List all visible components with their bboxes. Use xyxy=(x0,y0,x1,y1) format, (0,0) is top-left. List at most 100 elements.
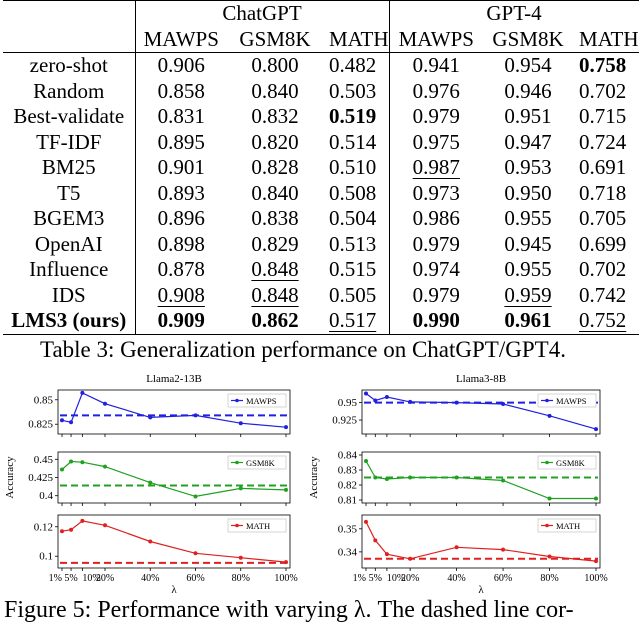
data-point xyxy=(594,496,598,501)
data-point xyxy=(373,398,378,403)
y-axis-label: Accuracy xyxy=(308,456,320,499)
value-text: 0.691 xyxy=(579,155,627,179)
value-text: 0.878 xyxy=(157,257,205,281)
col-header: MAWPS xyxy=(388,26,484,53)
value-text: 0.858 xyxy=(157,78,205,103)
table-corner-cell xyxy=(3,27,135,53)
value-text: 0.482 xyxy=(329,53,377,77)
data-point xyxy=(384,477,389,481)
value-text: 0.820 xyxy=(251,129,299,154)
value-text: 0.699 xyxy=(579,231,627,256)
value-text: 0.848 xyxy=(251,257,299,281)
value-cell: 0.820 xyxy=(227,130,323,156)
value-cell: 0.979 xyxy=(388,104,484,130)
value-cell: 0.893 xyxy=(134,180,227,206)
value-cell: 0.829 xyxy=(227,232,323,258)
value-text: 0.840 xyxy=(251,180,299,205)
table-row: Influence 0.878 0.848 0.515 0.974 0.955 0.702 xyxy=(3,257,639,283)
x-tick-label: 40% xyxy=(447,573,465,584)
value-text: 0.718 xyxy=(579,180,627,205)
value-text: 0.848 xyxy=(251,282,299,307)
method-cell: zero-shot xyxy=(3,52,135,79)
x-tick-label: 5% xyxy=(369,573,382,584)
value-cell: 0.946 xyxy=(483,79,573,105)
value-cell: 0.941 xyxy=(388,52,484,79)
plot-title: Llama3-8B xyxy=(456,373,506,385)
value-cell: 0.482 xyxy=(323,52,390,79)
legend-box xyxy=(537,455,597,470)
plot-frame xyxy=(361,514,601,569)
value-cell: 0.519 xyxy=(323,104,389,130)
data-point xyxy=(238,486,243,491)
value-text: 0.987 xyxy=(412,155,460,179)
value-text: 0.513 xyxy=(329,231,377,256)
data-point xyxy=(193,494,198,499)
method-cell: Influence xyxy=(29,257,109,281)
value-text: 0.702 xyxy=(579,78,627,103)
value-text: 0.828 xyxy=(251,155,299,179)
table-caption: Table 3: Generalization performance on C… xyxy=(40,337,566,362)
table-row: T5 0.893 0.840 0.508 0.973 0.950 0.718 xyxy=(3,180,639,207)
value-cell: 0.954 xyxy=(483,52,574,79)
value-cell: 0.503 xyxy=(323,79,389,105)
value-cell: 0.513 xyxy=(323,232,389,258)
data-point xyxy=(80,390,85,395)
plot-title: Llama2-13B xyxy=(146,373,202,385)
col-header: MATH xyxy=(329,26,389,51)
value-text: 0.515 xyxy=(329,257,377,281)
x-axis-label: λ xyxy=(478,584,484,596)
value-text: 0.954 xyxy=(504,53,552,77)
value-cell: 0.742 xyxy=(573,283,639,309)
value-text: 0.979 xyxy=(412,231,460,256)
value-cell: 0.858 xyxy=(134,78,227,104)
value-cell: 0.752 xyxy=(573,308,639,335)
value-text: 0.758 xyxy=(579,53,627,77)
value-cell: 0.947 xyxy=(483,130,573,156)
value-cell: 0.955 xyxy=(483,206,573,232)
data-point xyxy=(364,519,368,524)
table-row: BGEM3 0.896 0.838 0.504 0.986 0.955 0.705 xyxy=(3,206,639,232)
value-cell: 0.898 xyxy=(134,231,227,257)
legend-box xyxy=(227,455,287,470)
value-cell: 0.832 xyxy=(227,104,323,130)
value-cell: 0.862 xyxy=(227,308,323,335)
value-cell: 0.878 xyxy=(134,257,227,283)
legend-label: GSM8K xyxy=(556,458,586,468)
value-text: 0.955 xyxy=(504,206,552,230)
value-cell: 0.987 xyxy=(388,155,484,181)
y-tick-label: 0.85 xyxy=(34,394,54,406)
value-text: 0.514 xyxy=(329,129,377,154)
value-text: 0.909 xyxy=(157,308,205,332)
x-tick-label: 1% xyxy=(353,573,366,584)
value-cell: 0.718 xyxy=(573,181,639,207)
data-point xyxy=(284,425,288,430)
x-tick-label: 40% xyxy=(141,573,159,584)
data-point xyxy=(69,420,74,425)
value-text: 0.519 xyxy=(329,104,377,128)
legend-box xyxy=(227,518,287,533)
plot-frame xyxy=(57,389,291,435)
value-cell: 0.517 xyxy=(323,308,390,335)
value-cell: 0.715 xyxy=(573,104,639,130)
value-text: 0.961 xyxy=(504,308,552,332)
table-row: LMS3 (ours) 0.909 0.862 0.517 0.990 0.961 0.75… xyxy=(3,308,639,335)
x-tick-label: 80% xyxy=(232,573,250,584)
value-cell: 0.831 xyxy=(134,104,227,130)
data-point xyxy=(454,400,459,405)
method-cell: IDS xyxy=(51,282,86,307)
value-cell: 0.951 xyxy=(483,104,573,130)
legend-label: MAWPS xyxy=(246,396,277,406)
value-cell: 0.505 xyxy=(323,283,389,309)
value-text: 0.979 xyxy=(412,104,460,128)
data-point xyxy=(373,475,378,480)
value-text: 0.742 xyxy=(579,282,627,307)
value-cell: 0.699 xyxy=(573,232,639,258)
x-tick-label: 5% xyxy=(64,573,77,584)
x-tick-label: 100% xyxy=(584,573,607,584)
plot-frame xyxy=(361,451,601,504)
value-text: 0.990 xyxy=(412,308,460,332)
data-point xyxy=(454,475,459,480)
value-cell: 0.975 xyxy=(388,129,484,155)
x-tick-label: 20% xyxy=(96,573,114,584)
value-cell: 0.510 xyxy=(323,155,389,181)
